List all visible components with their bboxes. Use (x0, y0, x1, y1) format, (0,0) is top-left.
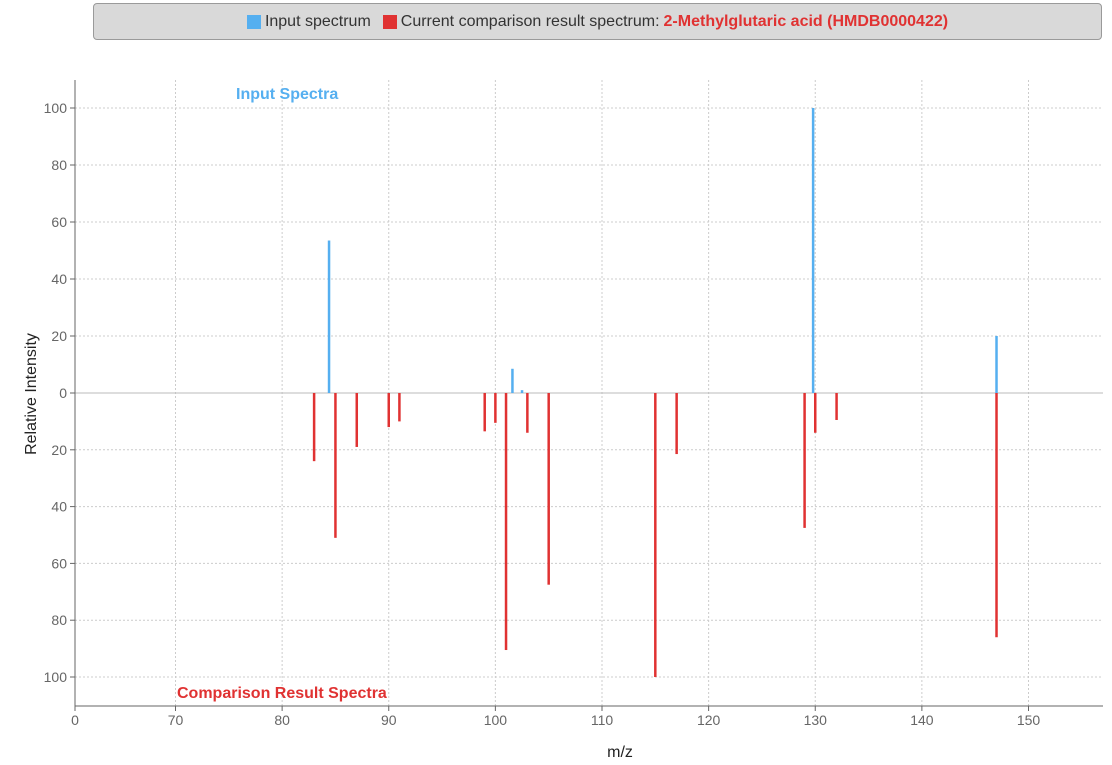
comparison-peak[interactable] (803, 393, 806, 528)
comparison-spectra-label: Comparison Result Spectra (177, 685, 387, 702)
comparison-peak[interactable] (654, 393, 657, 677)
legend-input-label: Input spectrum (264, 12, 371, 30)
x-tick-label: 70 (168, 712, 184, 728)
legend: Input spectrum Current comparison result… (93, 3, 1102, 40)
legend-entry-comparison[interactable]: Current comparison result spectrum: 2-Me… (382, 12, 949, 31)
legend-compound-name: 2-Methylglutaric acid (HMDB0000422) (663, 12, 949, 30)
x-tick-label: 100 (484, 712, 508, 728)
y-tick-label: 60 (51, 555, 67, 571)
x-tick-label: 80 (274, 712, 290, 728)
input-peak[interactable] (995, 336, 998, 393)
y-axis-title: Relative Intensity (23, 333, 40, 455)
comparison-peak[interactable] (334, 393, 337, 538)
legend-entry-input[interactable]: Input spectrum (246, 12, 371, 31)
spectrum-bars (312, 108, 998, 677)
input-peak[interactable] (520, 390, 524, 393)
y-tick-label: 60 (51, 214, 67, 230)
comparison-peak[interactable] (504, 393, 508, 651)
comparison-peak[interactable] (494, 393, 497, 423)
input-swatch-icon (246, 14, 261, 29)
comparison-peak[interactable] (526, 393, 529, 433)
y-tick-label: 0 (59, 385, 67, 401)
y-tick-label: 80 (51, 612, 67, 628)
x-tick-label: 110 (591, 712, 614, 728)
y-tick-label: 100 (44, 100, 68, 116)
x-tick-label: 140 (910, 712, 934, 728)
y-tick-label: 40 (51, 271, 67, 287)
comparison-peak[interactable] (995, 393, 998, 638)
comparison-peak[interactable] (835, 393, 838, 420)
y-tick-label: 100 (44, 669, 68, 685)
x-tick-label: 120 (697, 712, 721, 728)
y-tick-label: 80 (51, 157, 67, 173)
y-tick-label: 40 (51, 499, 67, 515)
comparison-peak[interactable] (547, 393, 550, 585)
legend-comparison-label: Current comparison result spectrum: (400, 12, 660, 30)
y-tick-label: 20 (51, 442, 67, 458)
x-tick-label: 150 (1017, 712, 1041, 728)
comparison-peak[interactable] (312, 393, 316, 462)
axis-labels: 0 70 80 90 100 110 120 130 140 150 100 80 60 40 20 0 20 4… (44, 100, 1041, 728)
input-spectra-label: Input Spectra (236, 86, 338, 103)
y-tick-label: 20 (51, 328, 67, 344)
comparison-peak[interactable] (483, 393, 486, 432)
x-axis-title: m/z (607, 744, 633, 761)
input-peak[interactable] (327, 240, 331, 393)
comparison-peak[interactable] (355, 393, 359, 447)
input-peak[interactable] (511, 368, 514, 393)
grid (75, 80, 1103, 706)
comparison-peak[interactable] (398, 393, 401, 422)
x-tick-label: 0 (71, 712, 79, 728)
comparison-peak[interactable] (387, 393, 391, 428)
comparison-peak[interactable] (814, 393, 817, 433)
axes (70, 80, 1103, 711)
x-tick-label: 90 (381, 712, 397, 728)
comparison-peak[interactable] (675, 393, 678, 455)
comparison-swatch-icon (382, 14, 397, 29)
input-peak[interactable] (811, 108, 815, 393)
x-tick-label: 130 (804, 712, 828, 728)
